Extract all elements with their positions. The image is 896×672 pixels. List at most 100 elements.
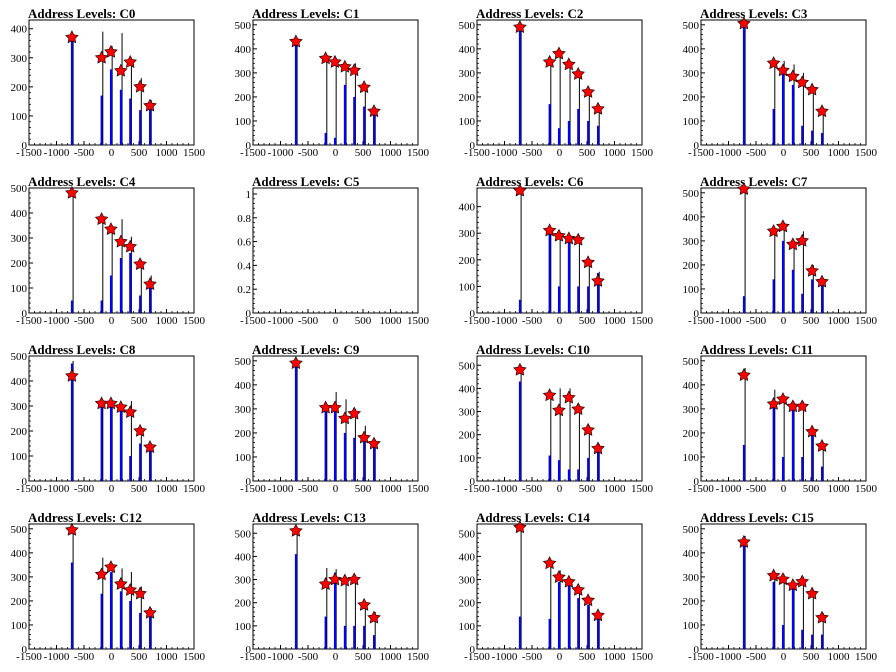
x-tick-label: -500: [74, 651, 95, 663]
star-marker: [562, 231, 576, 245]
y-tick-label: 500: [459, 20, 476, 32]
chart-svg: 0 100 200 300 400 500 -1500 -1000 -500 0 500 1000 15…: [459, 520, 654, 663]
y-tick-label: 200: [235, 428, 252, 440]
x-tick-label: 500: [131, 147, 148, 159]
y-tick-label: 500: [683, 524, 700, 536]
chart-svg: 0 100 200 300 400 500 -1500 -1000 -500 0 500 1000 15…: [683, 16, 878, 159]
chart-panel-c15: Address Levels: C15 0 100 200 300 400 500 -1500…: [672, 504, 896, 672]
chart-title: Address Levels: C5: [252, 174, 360, 189]
x-tick-label: 500: [579, 147, 596, 159]
star-marker: [513, 20, 527, 34]
chart-svg: 0 100 200 300 400 500 -1500 -1000 -500 0 500 1000 15…: [235, 19, 430, 159]
x-tick-label: 500: [355, 651, 372, 663]
star-marker: [104, 560, 118, 574]
y-tick-label: 300: [235, 575, 252, 587]
x-tick-label: -1000: [492, 315, 518, 327]
y-tick-label: 0.6: [237, 237, 251, 249]
y-tick-label: 0: [22, 476, 28, 488]
x-tick-label: 1000: [604, 651, 627, 663]
y-tick-label: 0: [694, 308, 700, 320]
star-marker: [571, 582, 586, 596]
y-tick-label: 200: [459, 430, 476, 442]
star-marker: [65, 368, 79, 382]
star-marker: [805, 263, 819, 277]
x-tick-label: 1500: [631, 147, 654, 159]
x-tick-label: -1000: [492, 147, 518, 159]
star-marker: [766, 396, 781, 410]
star-marker: [143, 605, 157, 619]
x-tick-label: 0: [781, 483, 787, 495]
plot-frame: [252, 187, 419, 314]
y-tick-label: 100: [11, 620, 28, 632]
star-marker: [591, 441, 605, 455]
star-marker: [328, 54, 342, 68]
chart-panel-c8: Address Levels: C8 0 100 200 300 400 500 -1500-…: [0, 336, 224, 504]
y-tick-label: 200: [683, 428, 700, 440]
chart-panel-c12: Address Levels: C12 0 100 200 300 400 500 -1500…: [0, 504, 224, 672]
x-tick-label: 1500: [407, 483, 430, 495]
chart-svg: 0 100 200 300 400 500 -1500 -1000 -500 0 500 1000 15…: [683, 523, 878, 663]
star-marker: [542, 388, 557, 402]
y-tick-label: 300: [459, 575, 476, 587]
x-tick-label: 1000: [380, 483, 403, 495]
y-tick-label: 500: [235, 20, 252, 32]
star-marker: [104, 396, 118, 410]
x-tick-label: -500: [74, 483, 95, 495]
x-tick-label: 1000: [828, 651, 851, 663]
chart-panel-c1: Address Levels: C1 0 100 200 300 400 500 -1500-…: [224, 0, 448, 168]
star-marker: [123, 54, 138, 68]
x-tick-label: 1000: [380, 315, 403, 327]
y-tick-label: 300: [235, 68, 252, 80]
y-tick-label: 0: [246, 476, 252, 488]
star-marker: [552, 570, 566, 584]
y-tick-label: 100: [459, 116, 476, 128]
chart-panel-c6: Address Levels: C6 0 100 200 300 400 -1500 -100…: [448, 168, 672, 336]
y-tick-label: 300: [459, 68, 476, 80]
x-tick-label: 1000: [604, 315, 627, 327]
x-tick-label: -1500: [240, 315, 266, 327]
x-tick-label: 1000: [828, 483, 851, 495]
x-tick-label: -1000: [716, 651, 742, 663]
y-tick-label: 0: [246, 140, 252, 152]
star-marker: [591, 608, 605, 622]
x-tick-label: 0: [781, 147, 787, 159]
x-tick-label: 0: [109, 483, 115, 495]
y-tick-label: 200: [11, 82, 28, 94]
star-marker: [552, 46, 566, 60]
star-marker: [562, 57, 576, 71]
y-tick-label: 200: [235, 92, 252, 104]
x-tick-label: 500: [579, 651, 596, 663]
y-tick-label: 100: [459, 453, 476, 465]
chart-title: Address Levels: C9: [252, 342, 360, 357]
star-marker: [776, 392, 790, 406]
y-tick-label: 100: [683, 620, 700, 632]
star-marker: [766, 56, 781, 70]
y-tick-label: 200: [11, 258, 28, 270]
x-tick-label: 1500: [407, 651, 430, 663]
x-tick-label: -500: [74, 147, 95, 159]
x-tick-label: 500: [355, 315, 372, 327]
x-tick-label: 1000: [828, 315, 851, 327]
x-tick-label: 500: [355, 483, 372, 495]
star-marker: [737, 16, 751, 30]
x-tick-label: 500: [579, 483, 596, 495]
star-marker: [786, 237, 800, 251]
chart-title: Address Levels: C10: [476, 342, 590, 357]
y-tick-label: 300: [11, 233, 28, 245]
x-tick-label: 1500: [631, 483, 654, 495]
star-marker: [766, 568, 781, 582]
y-tick-label: 300: [683, 572, 700, 584]
y-tick-label: 100: [683, 284, 700, 296]
x-tick-label: -1500: [16, 483, 42, 495]
y-tick-label: 0: [22, 140, 28, 152]
x-tick-label: -500: [298, 651, 319, 663]
chart-title: Address Levels: C7: [700, 174, 808, 189]
y-tick-label: 0: [470, 476, 476, 488]
plot-frame: [476, 19, 643, 146]
x-tick-label: -1500: [464, 651, 490, 663]
chart-title: Address Levels: C6: [476, 174, 584, 189]
y-tick-label: 100: [459, 621, 476, 633]
y-tick-label: 200: [683, 596, 700, 608]
y-tick-label: 500: [11, 183, 28, 195]
x-tick-label: 1000: [604, 483, 627, 495]
